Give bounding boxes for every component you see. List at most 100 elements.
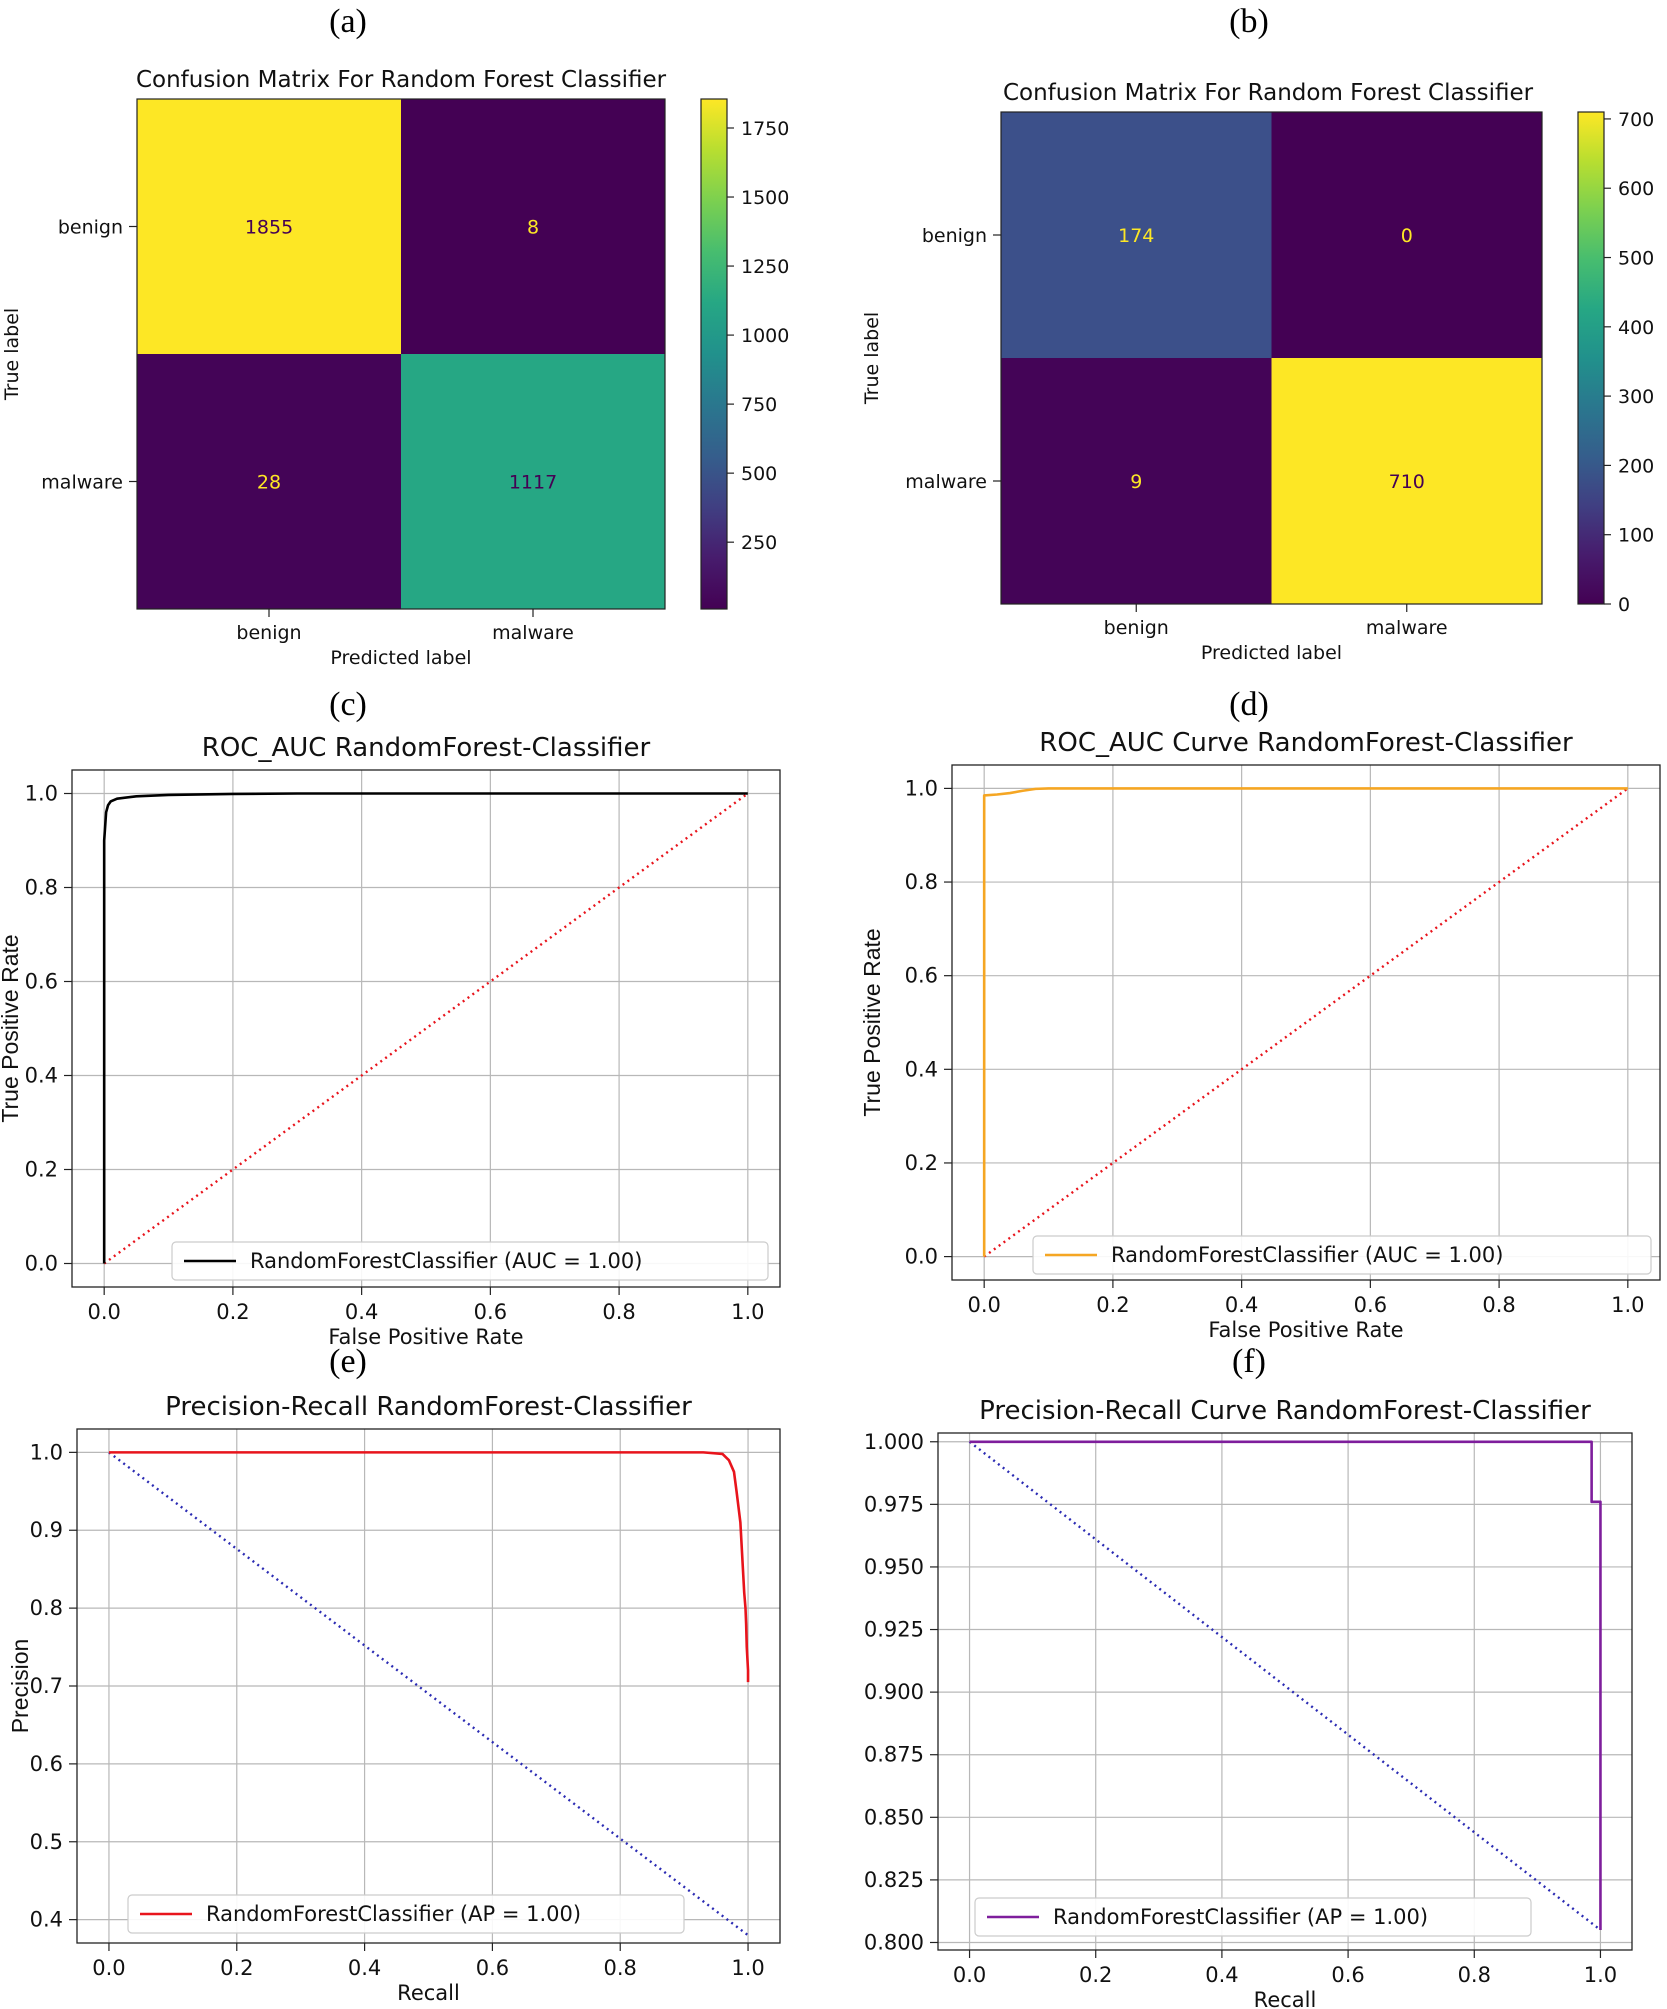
colorbar-tick-label: 500 — [741, 463, 777, 485]
colorbar-tick-label: 1750 — [741, 118, 789, 140]
panel-label: (b) — [1229, 3, 1269, 40]
matrix-cell — [137, 354, 401, 609]
matrix-cell — [1001, 358, 1272, 604]
confusion-matrix-b: 174 0 9 710 benign malware benign malware Predic… — [861, 80, 1654, 664]
x-tick-label: 0.6 — [474, 1300, 507, 1324]
cell-value: 9 — [1130, 471, 1142, 493]
col-label: malware — [492, 622, 574, 644]
x-tick-label: 0.2 — [1096, 1293, 1129, 1317]
x-tick-label: 0.8 — [604, 1956, 637, 1980]
cell-value: 710 — [1389, 471, 1425, 493]
legend-label: RandomForestClassifier (AP = 1.00) — [1053, 1905, 1428, 1929]
x-tick-label: 0.8 — [1458, 1963, 1491, 1987]
y-axis-label: Precision — [7, 1639, 33, 1734]
line-chart-c: 0.0 0.2 0.4 0.6 0.8 1.0 0.0 0.2 0.4 0.6 0.8 1.0 Rand… — [0, 733, 781, 1349]
x-tick-label: 0.6 — [1331, 1963, 1364, 1987]
baseline-line — [968, 1440, 1602, 1931]
colorbar — [1577, 111, 1605, 605]
x-tick-label: 0.6 — [1354, 1293, 1387, 1317]
y-tick-label: 0.800 — [864, 1930, 924, 1954]
y-tick-label: 0.0 — [905, 1245, 938, 1269]
y-tick-label: 0.8 — [25, 876, 58, 900]
colorbar-tick-label: 250 — [741, 532, 777, 554]
x-tick-label: 0.8 — [1482, 1293, 1515, 1317]
x-tick-label: 0.0 — [953, 1963, 986, 1987]
cell-value: 1117 — [509, 472, 557, 494]
baseline-line — [103, 792, 749, 1265]
y-tick-label: 0.4 — [30, 1908, 63, 1932]
cell-value: 1855 — [245, 217, 293, 239]
y-tick-label: 0.4 — [25, 1064, 58, 1088]
chart-title: ROC_AUC Curve RandomForest-Classifier — [1039, 728, 1573, 758]
y-tick-label: 0.825 — [864, 1868, 924, 1892]
colorbar-tick-label: 500 — [1618, 248, 1654, 270]
col-label: malware — [1366, 617, 1448, 639]
line-chart-d: 0.0 0.2 0.4 0.6 0.8 1.0 0.0 0.2 0.4 0.6 0.8 1.0 Rand… — [859, 728, 1661, 1342]
colorbar-tick-label: 300 — [1618, 386, 1654, 408]
row-label: benign — [922, 225, 987, 247]
curve-line — [108, 1451, 750, 1683]
plot-area — [938, 1433, 1632, 1950]
colorbar-tick-label: 1250 — [741, 256, 789, 278]
x-tick-label: 0.6 — [476, 1956, 509, 1980]
panel-label: (c) — [329, 686, 367, 723]
y-tick-label: 0.6 — [905, 964, 938, 988]
y-tick-label: 0.925 — [864, 1618, 924, 1642]
y-tick-label: 1.0 — [905, 776, 938, 800]
y-tick-label: 0.2 — [25, 1158, 58, 1182]
curve-line — [102, 792, 748, 1264]
colorbar-tick-label: 1500 — [741, 187, 789, 209]
colorbar-tick-label: 100 — [1618, 525, 1654, 547]
x-tick-label: 0.2 — [216, 1300, 249, 1324]
colorbar-tick-label: 0 — [1618, 594, 1630, 616]
plot-frame — [71, 769, 781, 1288]
matrix-cell — [401, 354, 665, 609]
colorbar-tick-label: 750 — [741, 394, 777, 416]
curve-line — [969, 1440, 1602, 1930]
matrix-frame — [1000, 111, 1543, 605]
plot-frame — [76, 1428, 781, 1944]
y-tick-label: 0.0 — [25, 1252, 58, 1276]
y-tick-label: 0.9 — [30, 1518, 63, 1542]
panel-label: (e) — [329, 1343, 367, 1380]
confusion-matrix-a: 1855 8 28 1117 benign malware benign malware Pre… — [1, 67, 789, 669]
x-tick-label: 0.4 — [348, 1956, 381, 1980]
legend-box — [1032, 1235, 1652, 1275]
y-tick-label: 0.950 — [864, 1555, 924, 1579]
x-tick-label: 0.8 — [602, 1300, 635, 1324]
legend-label: RandomForestClassifier (AP = 1.00) — [206, 1902, 581, 1926]
x-tick-label: 1.0 — [731, 1956, 764, 1980]
matrix-cell — [1001, 112, 1272, 358]
x-tick-label: 0.0 — [92, 1956, 125, 1980]
matrix-cell — [401, 99, 665, 354]
x-tick-label: 0.0 — [967, 1293, 1000, 1317]
col-label: benign — [236, 622, 301, 644]
cell-value: 28 — [257, 472, 281, 494]
line-chart-f: 0.0 0.2 0.4 0.6 0.8 1.0 0.800 0.825 0.850 0.875 0.… — [864, 1396, 1633, 2009]
x-tick-label: 0.2 — [220, 1956, 253, 1980]
y-tick-label: 0.7 — [30, 1674, 63, 1698]
legend-box — [127, 1894, 685, 1934]
x-tick-label: 0.4 — [345, 1300, 378, 1324]
chart-title: Precision-Recall Curve RandomForest-Clas… — [979, 1396, 1591, 1426]
y-tick-label: 0.6 — [30, 1752, 63, 1776]
colorbar — [700, 98, 728, 610]
x-tick-label: 0.0 — [87, 1300, 120, 1324]
x-axis-label: Predicted label — [330, 647, 471, 669]
colorbar-tick-label: 700 — [1618, 109, 1654, 131]
y-tick-label: 0.5 — [30, 1830, 63, 1854]
y-tick-label: 0.875 — [864, 1743, 924, 1767]
y-tick-label: 0.900 — [864, 1680, 924, 1704]
matrix-cell — [1271, 112, 1542, 358]
y-axis-label: True label — [1, 308, 23, 401]
y-axis-label: True Positive Rate — [859, 928, 885, 1116]
x-tick-label: 0.4 — [1205, 1963, 1238, 1987]
plot-frame — [937, 1432, 1633, 1951]
x-axis-label: False Positive Rate — [1208, 1318, 1403, 1342]
row-label: malware — [905, 471, 987, 493]
chart-title: Confusion Matrix For Random Forest Class… — [136, 67, 667, 93]
y-tick-label: 0.2 — [905, 1151, 938, 1175]
y-tick-label: 0.8 — [30, 1596, 63, 1620]
x-axis-label: Predicted label — [1201, 642, 1342, 664]
